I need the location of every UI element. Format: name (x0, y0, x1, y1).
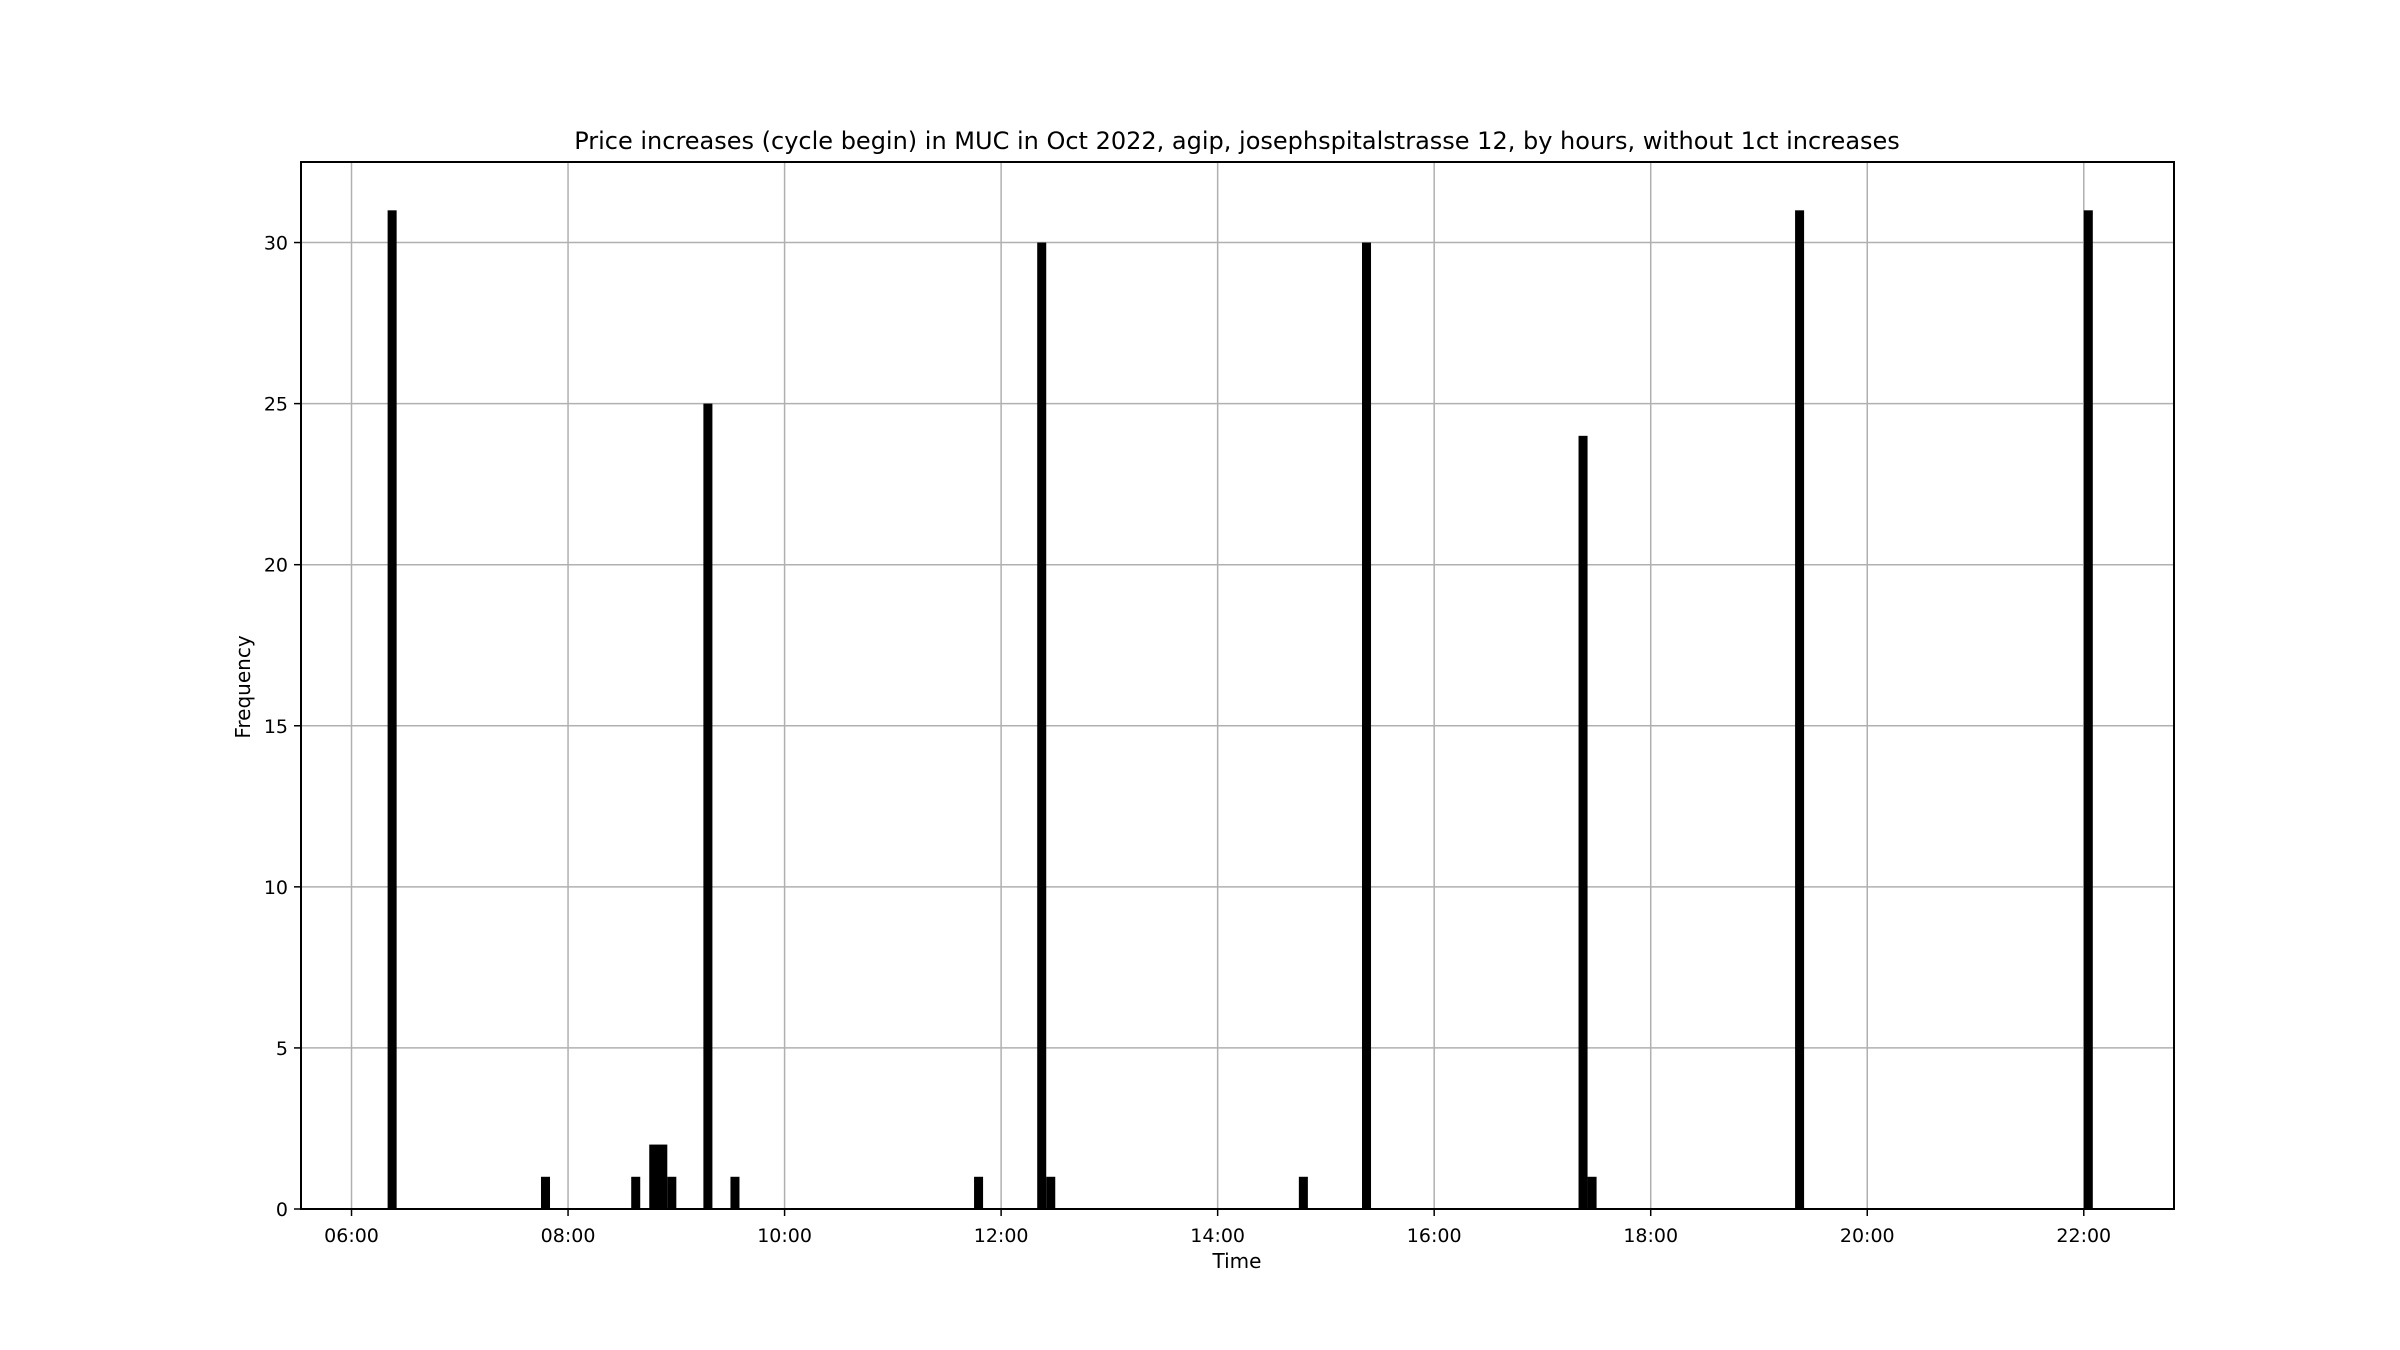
y-axis-label: Frequency (231, 635, 255, 738)
histogram-bar (1795, 210, 1805, 1210)
histogram-bar (1578, 435, 1588, 1209)
histogram-bar (667, 1176, 677, 1209)
histogram-bar (974, 1176, 984, 1209)
y-axis-ticks: 0 5 10 15 20 25 30 (264, 233, 301, 1221)
grid-lines (301, 162, 2174, 1210)
histogram-bar (1362, 242, 1372, 1210)
y-tick-label: 25 (264, 394, 288, 416)
x-tick-label: 14:00 (1190, 1225, 1245, 1247)
y-tick-label: 10 (264, 877, 288, 899)
histogram-bar (2083, 210, 2093, 1210)
x-axis-label: Time (1212, 1249, 1262, 1273)
plot-frame (300, 161, 2175, 1210)
histogram-bar (649, 1144, 668, 1209)
x-tick-label: 22:00 (2056, 1225, 2111, 1247)
histogram-bar (703, 403, 713, 1210)
x-tick-label: 06:00 (324, 1225, 379, 1247)
histogram-bar (631, 1176, 641, 1209)
histogram-bar (387, 210, 397, 1210)
histogram-bar (730, 1176, 740, 1209)
histogram-bar (1046, 1176, 1056, 1209)
x-tick-label: 16:00 (1407, 1225, 1462, 1247)
y-tick-label: 0 (276, 1199, 288, 1221)
x-tick-label: 18:00 (1623, 1225, 1678, 1247)
y-tick-label: 15 (264, 716, 288, 738)
x-tick-label: 10:00 (757, 1225, 812, 1247)
chart-title: Price increases (cycle begin) in MUC in … (574, 127, 1900, 155)
histogram-bar (1587, 1176, 1597, 1209)
x-tick-label: 08:00 (541, 1225, 596, 1247)
y-tick-label: 5 (276, 1038, 288, 1060)
histogram-bar (1298, 1176, 1308, 1209)
x-tick-label: 12:00 (974, 1225, 1029, 1247)
x-axis-ticks: 06:00 08:00 10:00 12:00 14:00 16:00 18:00 20:00… (324, 1209, 2111, 1247)
bars-group (387, 210, 2093, 1210)
histogram-bar (540, 1176, 551, 1209)
x-tick-label: 20:00 (1840, 1225, 1895, 1247)
histogram-bar (1037, 242, 1047, 1210)
y-tick-label: 20 (264, 555, 288, 577)
y-tick-label: 30 (264, 233, 288, 255)
